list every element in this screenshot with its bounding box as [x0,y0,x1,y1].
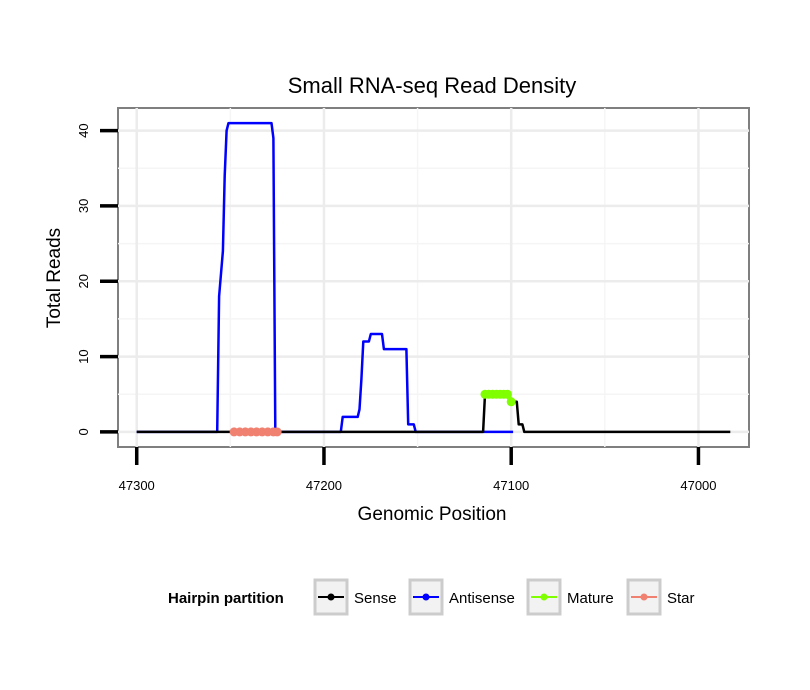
chart-title: Small RNA-seq Read Density [288,73,577,98]
x-tick-label: 47300 [119,478,155,493]
legend-key-dot-mature [540,593,548,601]
legend-key-dot-antisense [422,593,430,601]
y-tick-label: 40 [76,123,91,137]
y-tick-label: 20 [76,274,91,288]
legend: Hairpin partition Sense Antisense Mature St… [168,578,695,616]
y-tick-label: 0 [76,428,91,435]
legend-label-antisense: Antisense [449,590,515,607]
legend-item-sense: Sense [313,578,397,616]
axes: 47300 47200 47100 47000 0 10 20 30 40 [76,123,717,493]
legend-label-star: Star [667,590,695,607]
legend-title: Hairpin partition [168,590,284,607]
y-tick-label: 10 [76,349,91,363]
legend-key-dot-star [640,593,648,601]
legend-label-mature: Mature [567,590,614,607]
series-line-antisense [136,121,514,434]
legend-label-sense: Sense [354,590,397,607]
legend-key-dot-sense [327,593,335,601]
x-tick-label: 47100 [493,478,529,493]
series-layer [136,121,731,437]
series-point-mature [506,397,516,407]
x-tick-label: 47200 [306,478,342,493]
x-axis-title: Genomic Position [358,504,507,525]
legend-item-mature: Mature [526,578,614,616]
y-axis-title: Total Reads [44,228,65,328]
legend-item-antisense: Antisense [408,578,515,616]
series-point-star [272,427,282,437]
legend-item-star: Star [626,578,695,616]
series-point-mature [502,389,512,399]
y-tick-label: 30 [76,199,91,213]
x-tick-label: 47000 [680,478,716,493]
plot-panel [117,107,750,448]
